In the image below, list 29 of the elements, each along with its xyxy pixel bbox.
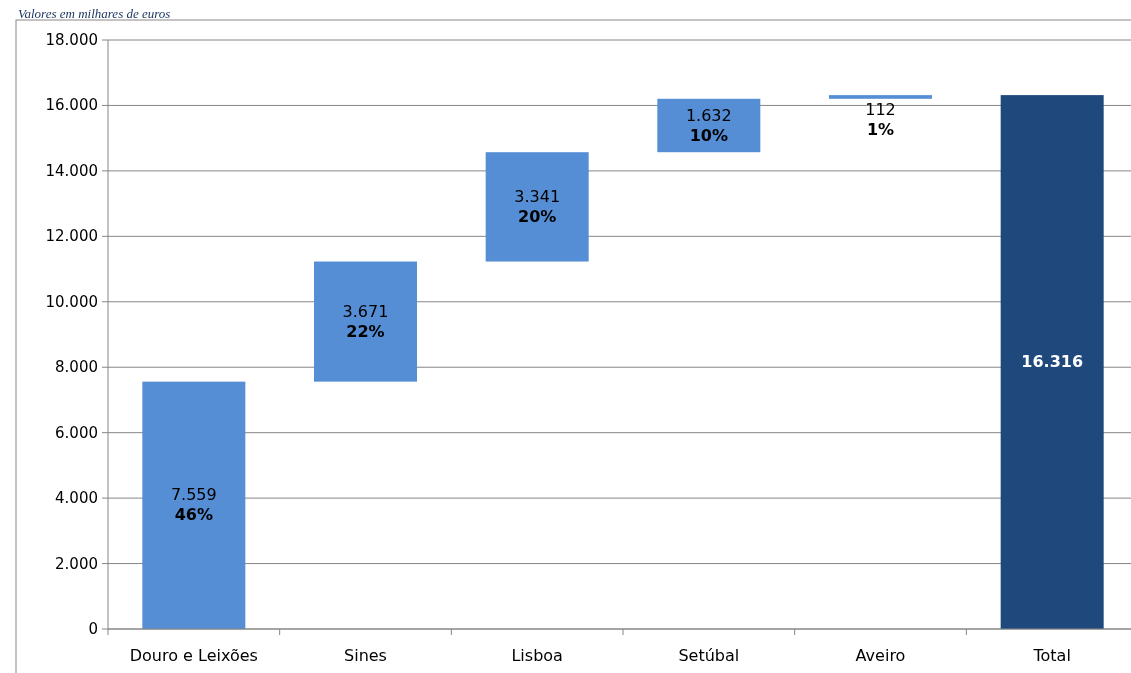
- y-tick-label: 6.000: [55, 423, 98, 442]
- data-label: 16.316: [1021, 352, 1084, 372]
- data-label: 1.632 10%: [685, 105, 732, 145]
- bar: [142, 381, 246, 629]
- y-tick-label: 0: [88, 620, 98, 638]
- y-tick-label: 2.000: [55, 554, 98, 573]
- x-tick-label: Sines: [344, 646, 387, 665]
- x-tick-label: Setúbal: [678, 646, 740, 665]
- y-tick-label: 18.000: [45, 31, 98, 49]
- bar: [1000, 95, 1104, 629]
- bar: [314, 261, 417, 382]
- y-tick-label: 8.000: [55, 358, 98, 377]
- data-label: 3.341 20%: [514, 186, 561, 226]
- y-tick-label: 10.000: [45, 292, 98, 311]
- y-tick-label: 4.000: [55, 489, 98, 508]
- y-tick-label: 12.000: [45, 227, 98, 246]
- data-label: 3.671 22%: [342, 301, 389, 341]
- data-label: 112 1%: [865, 99, 896, 139]
- chart-title: Valores em milhares de euros: [18, 6, 171, 21]
- bar: [485, 152, 589, 262]
- x-tick-label: Lisboa: [511, 646, 563, 665]
- x-tick-label: Total: [1032, 646, 1071, 665]
- x-tick-label: Aveiro: [855, 646, 906, 665]
- bar: [829, 95, 932, 99]
- y-tick-label: 16.000: [45, 96, 98, 115]
- y-tick-label: 14.000: [45, 161, 98, 180]
- x-tick-label: Douro e Leixões: [129, 646, 258, 665]
- bar: [657, 98, 761, 153]
- data-label: 7.559 46%: [170, 485, 217, 525]
